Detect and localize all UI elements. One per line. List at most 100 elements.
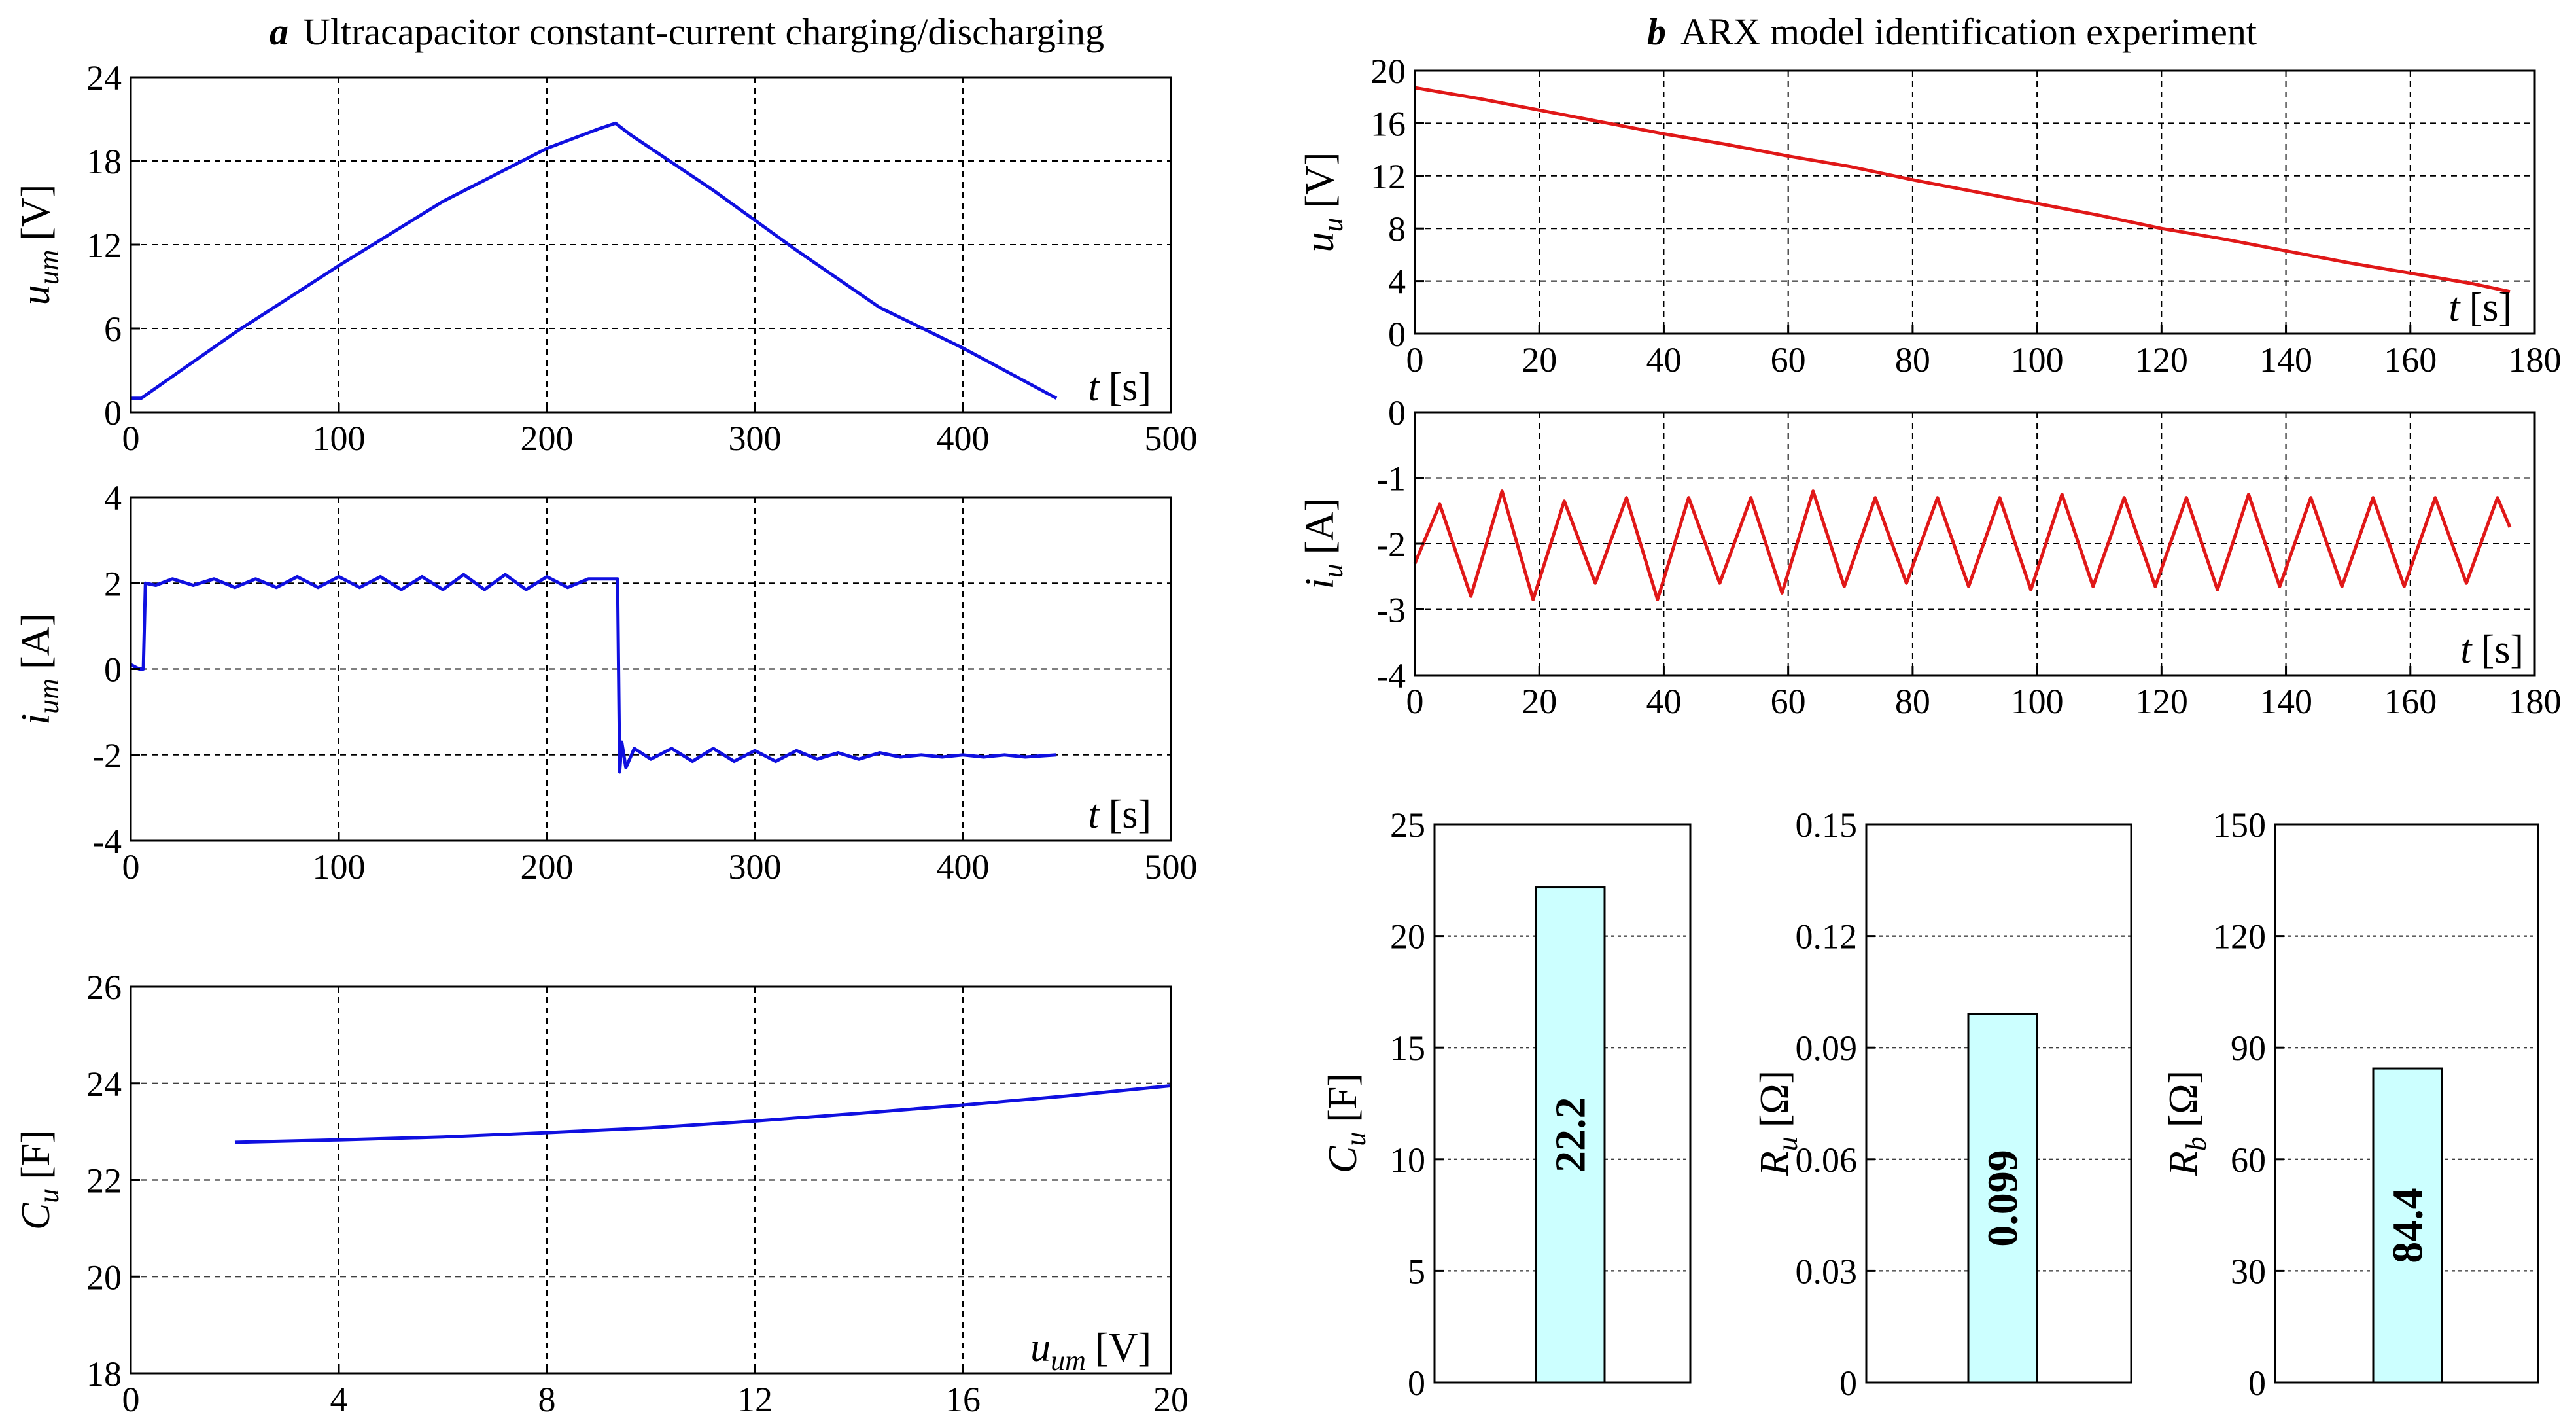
x-label-unit: [s]	[2469, 285, 2512, 330]
x-tick-label: 0	[122, 1380, 140, 1419]
y-tick-label: 18	[86, 1354, 122, 1394]
y-label-subscript: um	[33, 678, 65, 714]
x-tick-label: 12	[737, 1380, 773, 1419]
plot-frame	[2274, 823, 2539, 1384]
panel-b-title: b ARX model identification experiment	[1647, 10, 2257, 53]
x-tick-label: 20	[1153, 1380, 1189, 1419]
y-tick-label: 0	[104, 393, 122, 432]
x-label-symbol: u	[1030, 1326, 1051, 1370]
y-tick-label: 4	[1388, 262, 1406, 302]
y-tick-label: -2	[1376, 525, 1406, 564]
y-label-unit: [F]	[1321, 1073, 1365, 1123]
series-line	[1413, 489, 2512, 601]
y-label-symbol: i	[1298, 578, 1342, 589]
y-axis-label: Cu [F]	[14, 1130, 65, 1230]
x-tick-label: 80	[1895, 682, 1930, 721]
y-label-symbol: i	[14, 714, 58, 725]
x-tick-label: 20	[1522, 682, 1557, 721]
y-label-symbol: R	[1752, 1151, 1797, 1176]
x-tick-label: 20	[1522, 340, 1557, 379]
x-label-unit: [s]	[2481, 627, 2524, 672]
chart-b2: 0 20 40 60 80 100 120 140 160 180 -4 -3 -2 -1 0 iu [A] t[…	[1298, 393, 2562, 721]
x-tick-label: 140	[2259, 340, 2312, 379]
bar	[1535, 886, 1606, 1384]
x-axis-label: t [s]	[1088, 365, 1151, 410]
y-label-subscript: u	[1771, 1136, 1803, 1151]
bar	[2372, 1067, 2443, 1384]
x-label-subscript: um	[1051, 1345, 1086, 1377]
x-tick-label: 500	[1145, 419, 1198, 458]
x-tick-label: 180	[2509, 340, 2562, 379]
x-tick-label: 40	[1646, 682, 1681, 721]
y-tick-label: 0.12	[1796, 917, 1858, 957]
y-label-unit: [Ω]	[2161, 1070, 2206, 1127]
x-axis-label: t [s]	[2448, 285, 2512, 330]
x-tick-label: 16	[945, 1380, 981, 1419]
y-tick-label: 0	[104, 650, 122, 690]
y-label-subscript: u	[1317, 218, 1349, 232]
y-label-unit: [V]	[14, 185, 58, 241]
y-tick-label: 24	[86, 1065, 122, 1104]
y-tick-label: 0.15	[1796, 805, 1858, 845]
y-tick-label: 22	[86, 1161, 122, 1201]
y-tick-label: 12	[86, 226, 122, 265]
bar-data-label: 22.2	[1547, 1097, 1595, 1173]
x-tick-label: 8	[538, 1380, 556, 1419]
x-label-unit: [V]	[1095, 1326, 1151, 1370]
y-tick-label: 120	[2213, 917, 2266, 957]
chart-a2: 0 100 200 300 400 500 -4 -2 0 2 4 ium [A] t [s]	[14, 478, 1198, 887]
x-tick-label: 60	[1771, 682, 1806, 721]
series-line	[1414, 86, 2511, 294]
y-label-subscript: b	[2180, 1136, 2212, 1151]
y-tick-label: 2	[104, 564, 122, 603]
y-tick-label: 0	[1839, 1364, 1857, 1403]
x-label-unit: [s]	[1109, 792, 1151, 837]
x-tick-label: 80	[1895, 340, 1930, 379]
y-label-symbol: C	[1321, 1146, 1365, 1173]
y-tick-label: 16	[1370, 104, 1406, 143]
x-tick-label: 60	[1771, 340, 1806, 379]
y-tick-label: 0	[2248, 1364, 2266, 1403]
series-line	[234, 1083, 1172, 1144]
plot-frame	[1433, 823, 1692, 1384]
x-axis-label: t [s]	[2460, 627, 2524, 672]
y-label-unit: [V]	[1298, 152, 1342, 208]
y-label-unit: [F]	[14, 1130, 58, 1180]
chart-b3: 0 5 10 15 20 25 22.2 Cu [F]	[1321, 805, 1692, 1403]
y-tick-label: -4	[1376, 656, 1406, 696]
y-label-unit: [A]	[14, 613, 58, 669]
bar	[1967, 1013, 2038, 1384]
series-line	[130, 573, 1057, 774]
x-tick-label: 160	[2384, 682, 2437, 721]
y-tick-label: 0	[1388, 315, 1406, 354]
x-tick-label: 0	[122, 847, 140, 887]
y-label-symbol: C	[14, 1203, 58, 1230]
y-tick-label: 90	[2231, 1029, 2266, 1068]
x-tick-label: 200	[521, 419, 574, 458]
panel-b-title-text: ARX model identification experiment	[1680, 10, 2257, 53]
y-label-unit: [Ω]	[1752, 1070, 1797, 1127]
x-tick-label: 300	[729, 419, 782, 458]
x-axis-label: uum [V]	[1030, 1326, 1151, 1377]
panel-a-title: a Ultracapacitor constant-current chargin…	[270, 10, 1104, 53]
x-tick-label: 0	[122, 419, 140, 458]
y-axis-label: iu [A]	[1298, 498, 1349, 589]
y-tick-label: 10	[1390, 1140, 1425, 1180]
y-tick-label: 20	[1370, 52, 1406, 91]
y-tick-label: 0.06	[1796, 1140, 1858, 1180]
x-label-symbol: t	[2460, 627, 2473, 672]
y-axis-label: ium [A]	[14, 613, 65, 725]
y-tick-label: 5	[1408, 1252, 1425, 1291]
y-tick-label: 25	[1390, 805, 1425, 845]
plot-frame	[1414, 69, 2536, 335]
y-tick-label: 4	[104, 478, 122, 518]
chart-b5: 0 30 60 90 120 150 84.4 Rb [Ω]	[2161, 805, 2539, 1403]
y-tick-label: 20	[86, 1258, 122, 1297]
y-tick-label: 0.03	[1796, 1252, 1858, 1291]
x-tick-label: 0	[1406, 682, 1424, 721]
y-tick-label: 0	[1408, 1364, 1425, 1403]
y-label-subscript: um	[33, 250, 65, 285]
y-tick-label: -2	[92, 736, 122, 775]
chart-b1: 0 20 40 60 80 100 120 140 160 180048121620uu[V]t[…	[1298, 52, 2562, 379]
y-tick-label: 6	[104, 309, 122, 349]
